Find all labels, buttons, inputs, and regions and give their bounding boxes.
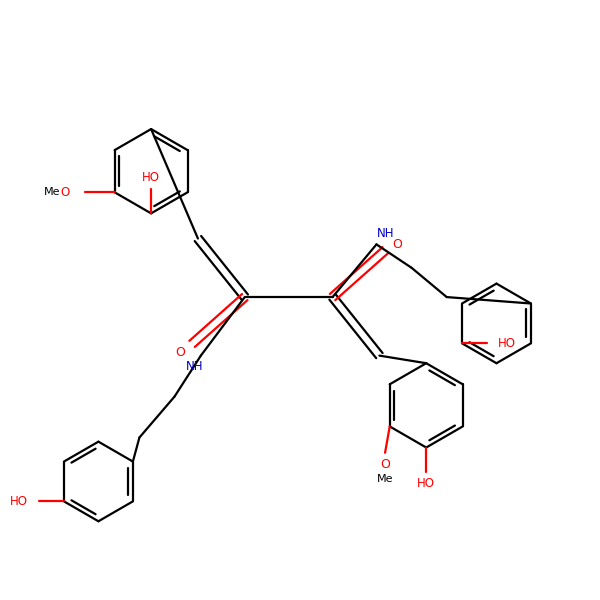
Text: NH: NH xyxy=(186,359,204,373)
Text: Me: Me xyxy=(377,474,393,484)
Text: O: O xyxy=(175,346,185,359)
Text: HO: HO xyxy=(498,337,516,350)
Text: O: O xyxy=(392,238,402,251)
Text: Me: Me xyxy=(44,187,61,197)
Text: O: O xyxy=(60,186,70,199)
Text: HO: HO xyxy=(10,495,28,508)
Text: HO: HO xyxy=(142,170,160,184)
Text: O: O xyxy=(380,458,390,471)
Text: HO: HO xyxy=(417,478,435,490)
Text: NH: NH xyxy=(376,227,394,241)
